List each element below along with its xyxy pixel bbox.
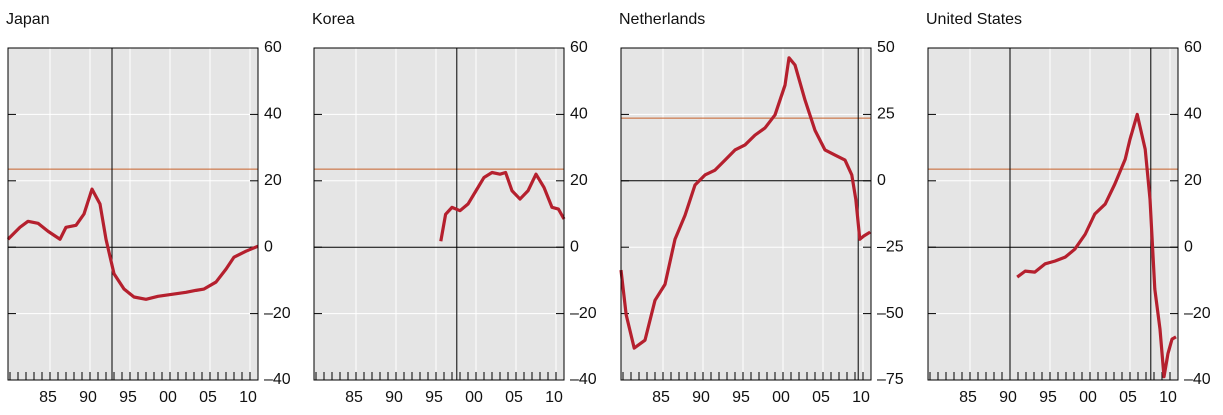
y-tick-label: 40 [570, 106, 588, 123]
data-line [6, 187, 259, 301]
x-tick-label: 95 [425, 389, 443, 406]
x-tick-label: 05 [812, 389, 830, 406]
panel-title: United States [926, 11, 1022, 28]
x-tick-label: 10 [852, 389, 870, 406]
x-tick-label: 85 [959, 389, 977, 406]
y-tick-label: –20 [570, 305, 597, 322]
x-tick-label: 10 [545, 389, 563, 406]
x-tick-label: 10 [239, 389, 257, 406]
y-tick-label: 60 [1184, 39, 1202, 56]
x-tick-label: 90 [999, 389, 1017, 406]
x-tick-label: 85 [39, 389, 57, 406]
plot-frame [927, 47, 1179, 381]
plot-frame [313, 47, 565, 381]
y-tick-label: 0 [877, 172, 886, 189]
y-tick-label: 0 [1184, 238, 1193, 255]
x-tick-label: 90 [79, 389, 97, 406]
plot-frame [620, 47, 872, 381]
x-tick-label: 85 [652, 389, 670, 406]
x-tick-label: 95 [732, 389, 750, 406]
panel-title: Netherlands [619, 11, 705, 28]
x-tick-label: 05 [1119, 389, 1137, 406]
x-tick-label: 00 [465, 389, 483, 406]
y-tick-label: 60 [264, 39, 282, 56]
y-tick-label: –40 [1184, 371, 1211, 388]
x-tick-label: 85 [345, 389, 363, 406]
x-tick-label: 95 [1039, 389, 1057, 406]
x-tick-label: 05 [505, 389, 523, 406]
panel-title: Japan [6, 11, 50, 28]
y-tick-label: 40 [1184, 106, 1202, 123]
data-line [619, 56, 872, 350]
data-line [439, 170, 566, 242]
y-tick-label: 20 [570, 172, 588, 189]
y-tick-label: 20 [264, 172, 282, 189]
panel-title: Korea [312, 11, 355, 28]
x-tick-label: 00 [772, 389, 790, 406]
x-tick-label: 00 [159, 389, 177, 406]
y-tick-label: –20 [264, 305, 291, 322]
y-tick-label: 0 [570, 238, 579, 255]
plot-frame [7, 47, 259, 381]
x-tick-label: 05 [199, 389, 217, 406]
plot-area [8, 48, 258, 380]
y-tick-label: 60 [570, 39, 588, 56]
x-tick-label: 95 [119, 389, 137, 406]
plot-area [314, 48, 564, 380]
x-tick-label: 90 [385, 389, 403, 406]
y-tick-label: 0 [264, 238, 273, 255]
y-tick-label: –25 [877, 238, 904, 255]
y-tick-label: –20 [1184, 305, 1211, 322]
y-tick-label: –40 [264, 371, 291, 388]
y-tick-label: 40 [264, 106, 282, 123]
plot-area [928, 48, 1178, 380]
y-tick-label: –50 [877, 305, 904, 322]
x-tick-label: 10 [1159, 389, 1177, 406]
x-tick-label: 90 [692, 389, 710, 406]
y-tick-label: –40 [570, 371, 597, 388]
data-line [1016, 112, 1177, 379]
y-tick-label: 20 [1184, 172, 1202, 189]
y-tick-label: 50 [877, 39, 895, 56]
y-tick-label: 25 [877, 106, 895, 123]
x-tick-label: 00 [1079, 389, 1097, 406]
y-tick-label: –75 [877, 371, 904, 388]
plot-area [621, 48, 871, 380]
